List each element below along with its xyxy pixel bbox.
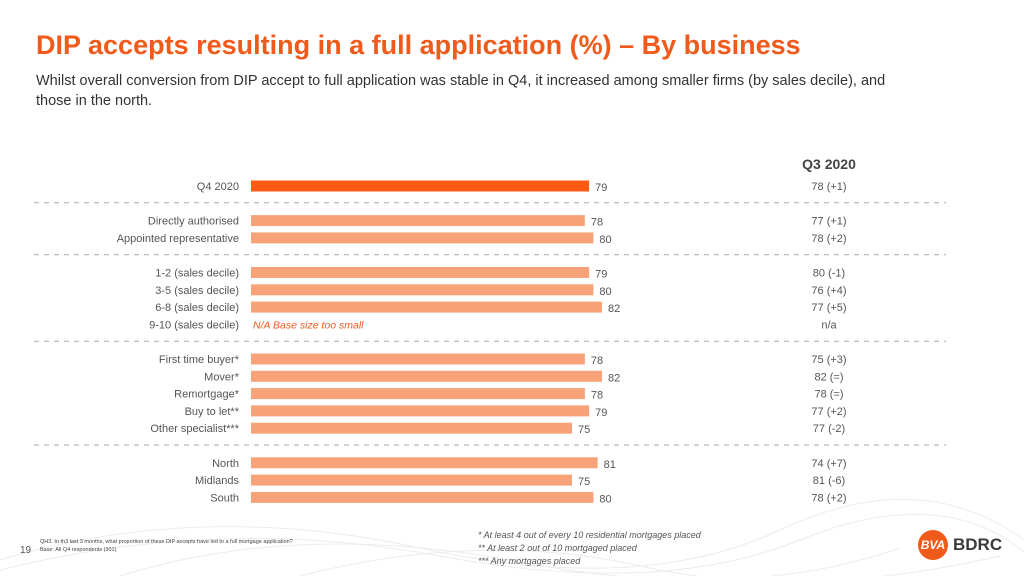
- q3-value: 82 (=): [814, 371, 843, 383]
- q3-column-header: Q3 2020: [802, 156, 856, 172]
- bar: [251, 370, 602, 382]
- bar: [251, 284, 594, 296]
- row-label: Other specialist***: [150, 423, 239, 435]
- footnote-line-3: *** Any mortgages placed: [478, 556, 581, 566]
- bar-value-label: 79: [595, 182, 607, 194]
- q3-value: 77 (+2): [811, 406, 846, 418]
- row-label: Appointed representative: [117, 233, 239, 245]
- bar: [251, 353, 585, 365]
- bar: [251, 491, 594, 503]
- q3-value: n/a: [821, 319, 837, 331]
- bar-value-label: 82: [608, 303, 620, 315]
- q3-value: 75 (+3): [811, 354, 846, 366]
- row-label: 9-10 (sales decile): [149, 319, 239, 331]
- bar-value-label: 78: [591, 217, 603, 229]
- bar: [251, 232, 594, 244]
- bar: [251, 474, 572, 486]
- question-text: QH3. In th3 last 3 months, what proporti…: [40, 539, 293, 545]
- bar-value-label: 75: [578, 424, 590, 436]
- page-subtitle: Whilst overall conversion from DIP accep…: [36, 73, 886, 109]
- bar-value-label: 80: [599, 286, 611, 298]
- q3-value: 78 (=): [814, 389, 843, 401]
- bar-value-label: 80: [599, 234, 611, 246]
- row-label: 1-2 (sales decile): [155, 268, 239, 280]
- row-label: 3-5 (sales decile): [155, 285, 239, 297]
- na-note: N/A Base size too small: [253, 319, 364, 331]
- q3-value: 76 (+4): [811, 285, 846, 297]
- q3-value: 78 (+2): [811, 233, 846, 245]
- footnote-line-1: * At least 4 out of every 10 residential…: [478, 530, 701, 540]
- row-label: Buy to let**: [185, 406, 240, 418]
- row-label: Directly authorised: [148, 216, 239, 228]
- footnote-line-2: ** At least 2 out of 10 mortgaged placed: [478, 543, 637, 553]
- bar: [251, 301, 602, 313]
- row-label: Mover*: [204, 371, 240, 383]
- bar-value-label: 80: [599, 493, 611, 505]
- row-label: Remortgage*: [174, 389, 240, 401]
- bva-logo-mark: BVA: [918, 530, 948, 560]
- bar-value-label: 81: [604, 459, 616, 471]
- q3-value: 81 (-6): [813, 475, 845, 487]
- row-label: Q4 2020: [197, 181, 239, 193]
- row-label: North: [212, 458, 239, 470]
- bdrc-logo-text: BDRC: [953, 535, 1003, 554]
- bar-value-label: 78: [591, 390, 603, 402]
- page-title: DIP accepts resulting in a full applicat…: [36, 30, 801, 60]
- bar-value-label: 79: [595, 407, 607, 419]
- bar: [251, 180, 590, 192]
- bar: [251, 215, 585, 227]
- q3-value: 80 (-1): [813, 268, 845, 280]
- base-text: Base: All Q4 respondents (301): [40, 547, 117, 553]
- bva-bdrc-logo: BVA BDRC: [918, 530, 1002, 560]
- row-label: Midlands: [195, 475, 240, 487]
- bar-value-label: 79: [595, 269, 607, 281]
- bar-value-label: 82: [608, 372, 620, 384]
- footnotes: * At least 4 out of every 10 residential…: [478, 529, 701, 568]
- q3-value: 78 (+2): [811, 492, 846, 504]
- bar: [251, 267, 590, 278]
- q3-value: 74 (+7): [811, 458, 846, 470]
- bar: [251, 405, 590, 417]
- q3-value: 77 (-2): [813, 423, 845, 435]
- source-note: QH3. In th3 last 3 months, what proporti…: [40, 538, 293, 554]
- bar-value-label: 78: [591, 355, 603, 367]
- bar: [251, 457, 598, 469]
- row-label: First time buyer*: [159, 354, 240, 366]
- bar: [251, 422, 572, 434]
- q3-value: 77 (+1): [811, 216, 846, 228]
- row-label: South: [210, 492, 239, 504]
- bar: [251, 388, 585, 400]
- page-number: 19: [20, 545, 32, 556]
- q3-value: 78 (+1): [811, 181, 846, 193]
- q3-value: 77 (+5): [811, 302, 846, 314]
- bar-value-label: 75: [578, 476, 590, 488]
- row-label: 6-8 (sales decile): [155, 302, 239, 314]
